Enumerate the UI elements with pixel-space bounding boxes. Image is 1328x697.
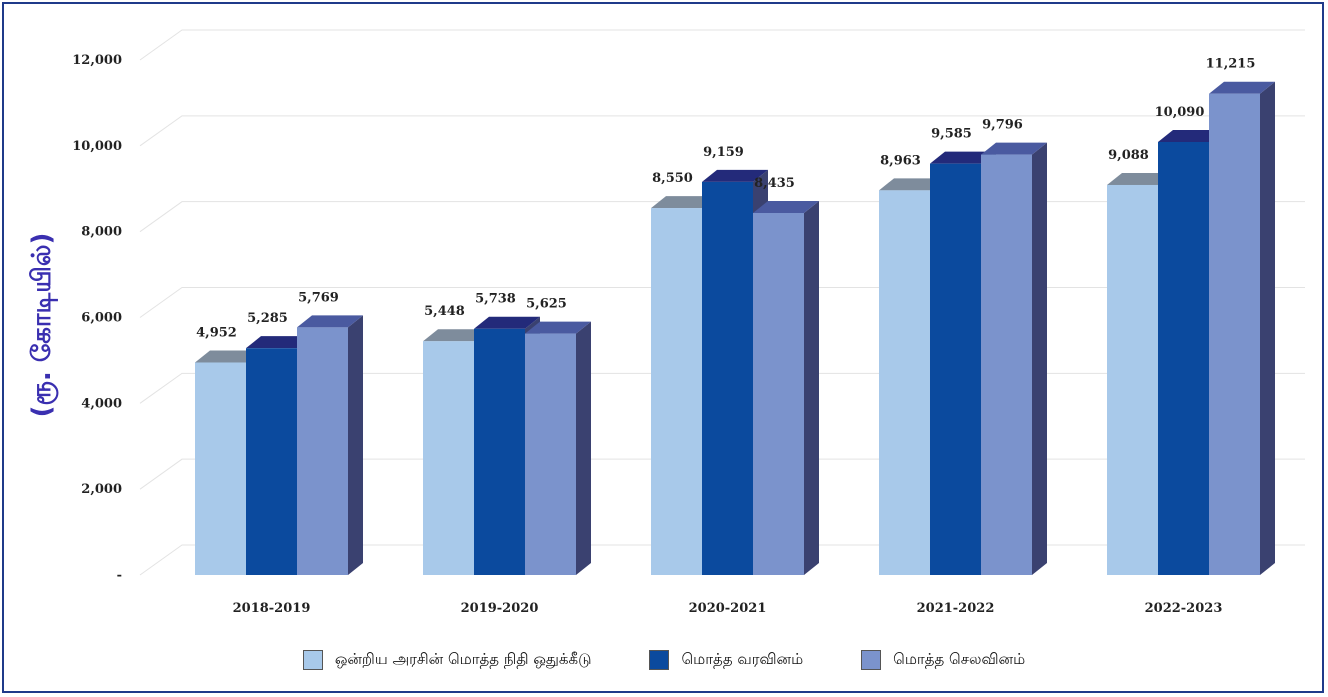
- data-label: 8,435: [754, 176, 795, 191]
- bar-side: [1032, 142, 1047, 576]
- bar: [423, 341, 474, 575]
- bar-top: [474, 316, 540, 329]
- y-axis-label: (ரூ. கோடியில்): [27, 233, 59, 418]
- bar: [246, 348, 297, 575]
- data-label: 8,963: [880, 153, 921, 168]
- legend-label: ஒன்றிய அரசின் மொத்த நிதி ஒதுக்கீடு: [334, 650, 592, 668]
- gridline: [139, 115, 1305, 147]
- data-label: 5,448: [424, 304, 465, 319]
- x-category-label: 2018-2019: [233, 601, 311, 616]
- y-tick-label: 4,000: [81, 396, 122, 411]
- bar-side: [1260, 81, 1275, 576]
- legend-swatch: [861, 650, 882, 670]
- bar-top: [297, 315, 363, 328]
- y-tick-label: -: [117, 568, 122, 583]
- y-tick-label: 12,000: [72, 53, 122, 68]
- y-tick-label: 2,000: [81, 482, 122, 497]
- bar-top: [525, 321, 591, 334]
- y-tick-label: 6,000: [81, 311, 122, 326]
- data-label: 10,090: [1155, 105, 1205, 120]
- bar-top: [753, 200, 819, 213]
- bar-top: [879, 178, 945, 191]
- x-category-label: 2019-2020: [461, 601, 539, 616]
- legend: ஒன்றிய அரசின் மொத்த நிதி ஒதுக்கீடு மொத்த…: [0, 645, 1328, 675]
- y-tick-label: 10,000: [72, 139, 122, 154]
- gridline: [139, 29, 1305, 61]
- bar: [981, 154, 1032, 576]
- bar-top: [1158, 129, 1224, 142]
- bar-top: [702, 169, 768, 182]
- data-label: 11,215: [1206, 57, 1256, 72]
- bar-top: [246, 336, 312, 349]
- x-category-label: 2020-2021: [689, 601, 767, 616]
- legend-label: மொத்த வரவினம்: [681, 650, 804, 668]
- bar-top: [1107, 172, 1173, 185]
- data-label: 5,625: [526, 297, 567, 312]
- bar: [297, 327, 348, 575]
- bar-side: [804, 200, 819, 575]
- legend-item-expenditure: மொத்த செலவினம்: [861, 650, 1025, 670]
- bar: [474, 328, 525, 575]
- bar-top: [651, 196, 717, 209]
- y-axis-ticks: - 2,000 4,000 6,000 8,000 10,000 12,000: [72, 53, 122, 583]
- bar: [651, 208, 702, 575]
- x-category-label: 2022-2023: [1145, 601, 1223, 616]
- bar: [1209, 93, 1260, 576]
- bars: [195, 81, 1275, 576]
- x-axis-categories: 2018-2019 2019-2020 2020-2021 2021-2022 2022…: [233, 601, 1223, 616]
- data-label: 9,585: [931, 127, 972, 142]
- bar: [1107, 184, 1158, 575]
- legend-item-receipts: மொத்த வரவினம்: [649, 650, 803, 670]
- data-label: 5,738: [475, 292, 516, 307]
- data-label: 9,088: [1108, 148, 1149, 163]
- legend-item-allocation: ஒன்றிய அரசின் மொத்த நிதி ஒதுக்கீடு: [302, 650, 592, 670]
- data-label: 5,285: [247, 311, 288, 326]
- bar-top: [423, 329, 489, 342]
- bar: [1158, 141, 1209, 576]
- bar: [753, 212, 804, 575]
- data-label: 9,796: [982, 118, 1023, 133]
- bar-top: [930, 151, 996, 164]
- bar: [195, 362, 246, 575]
- bar: [702, 181, 753, 575]
- legend-label: மொத்த செலவினம்: [893, 650, 1026, 668]
- data-label: 4,952: [196, 325, 237, 340]
- data-label: 5,769: [298, 290, 339, 305]
- data-label: 9,159: [703, 145, 744, 160]
- bar: [525, 333, 576, 575]
- bar-side: [348, 315, 363, 575]
- bar-top: [195, 350, 261, 363]
- data-label: 8,550: [652, 171, 693, 186]
- legend-swatch: [302, 650, 323, 670]
- bar: [930, 163, 981, 576]
- y-tick-label: 8,000: [81, 225, 122, 240]
- legend-swatch: [649, 650, 670, 670]
- bar-side: [576, 321, 591, 575]
- bar-top: [981, 142, 1047, 155]
- data-labels: 4,952 5,285 5,769 5,448 5,738 5,625 8,550 9,159…: [196, 57, 1255, 341]
- bar-top: [1209, 81, 1275, 94]
- x-category-label: 2021-2022: [917, 601, 995, 616]
- bar: [879, 190, 930, 575]
